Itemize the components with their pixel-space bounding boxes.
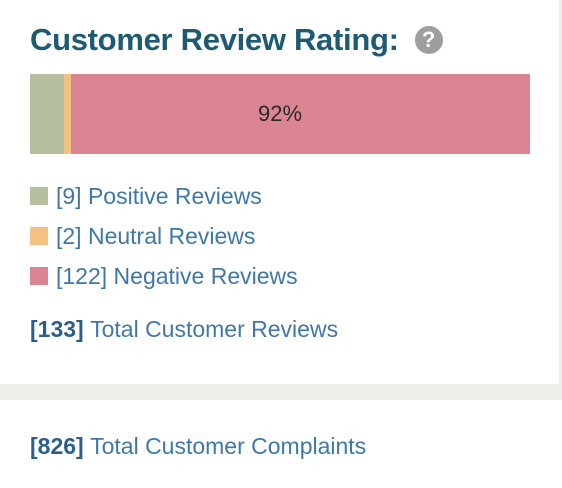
section-divider (0, 384, 562, 400)
rating-bar: 92% (30, 74, 530, 154)
question-mark-icon[interactable]: ? (414, 26, 443, 54)
legend: [9] Positive Reviews [2] Neutral Reviews… (30, 176, 298, 296)
legend-item-negative[interactable]: [122] Negative Reviews (30, 256, 298, 296)
panel-title: Customer Review Rating: (30, 22, 399, 57)
neutral-swatch (30, 227, 48, 245)
negative-segment (71, 74, 530, 154)
panel-border (559, 0, 562, 384)
negative-label: Negative Reviews (113, 262, 298, 289)
neutral-label: Neutral Reviews (87, 222, 256, 249)
legend-item-neutral[interactable]: [2] Neutral Reviews (30, 216, 298, 256)
total-complaints-link[interactable]: [826] Total Customer Complaints (30, 433, 366, 460)
header: Customer Review Rating: ? (30, 20, 443, 60)
negative-swatch (30, 267, 48, 285)
negative-count: [122] (56, 262, 108, 289)
positive-count: [9] (56, 182, 82, 209)
legend-item-positive[interactable]: [9] Positive Reviews (30, 176, 298, 216)
total-reviews-count: [133] (30, 316, 84, 342)
neutral-count: [2] (56, 222, 82, 249)
total-reviews-link[interactable]: [133] Total Customer Reviews (30, 316, 338, 343)
positive-label: Positive Reviews (87, 182, 262, 209)
positive-swatch (30, 187, 48, 205)
neutral-segment (63, 74, 72, 154)
total-complaints-label: Total Customer Complaints (90, 433, 367, 459)
total-complaints-count: [826] (30, 433, 84, 459)
total-reviews-label: Total Customer Reviews (90, 316, 339, 342)
positive-segment (30, 74, 64, 154)
